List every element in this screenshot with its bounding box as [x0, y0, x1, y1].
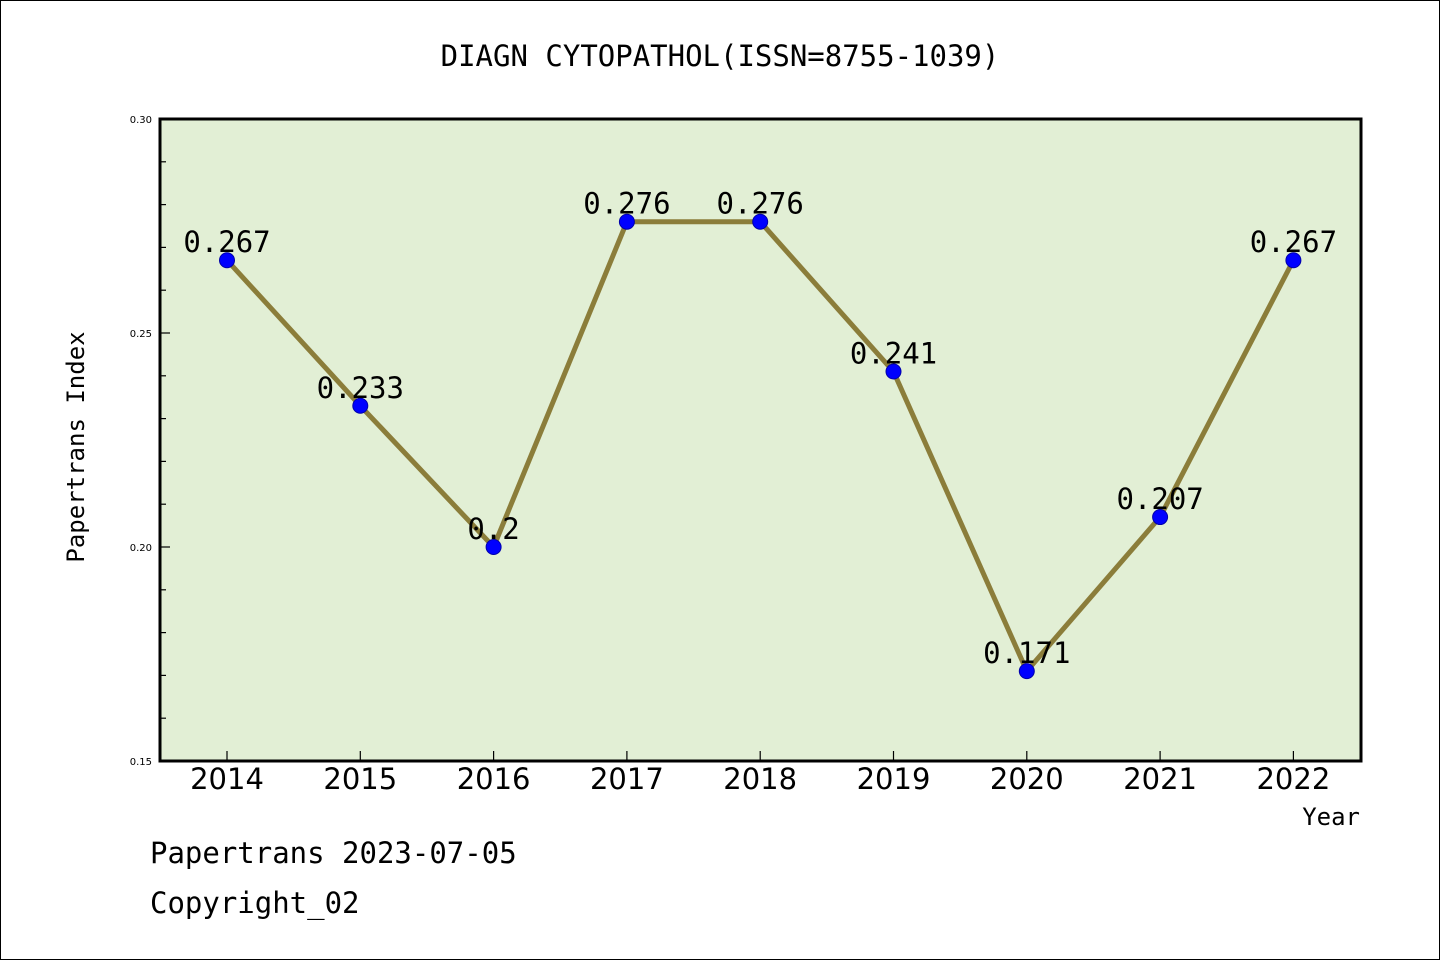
data-label: 0.207: [1116, 482, 1203, 516]
y-tick-label: 0.20: [130, 543, 152, 554]
x-tick-label: 2018: [723, 762, 797, 796]
x-axis-label: Year: [1302, 803, 1360, 831]
y-tick-label: 0.30: [130, 115, 152, 126]
data-point: [1152, 509, 1169, 526]
data-label: 0.267: [183, 225, 270, 259]
x-tick-label: 2022: [1256, 762, 1330, 796]
data-point: [885, 363, 902, 380]
data-point: [1018, 663, 1035, 680]
x-tick-label: 2015: [323, 762, 397, 796]
x-tick-label: 2021: [1123, 762, 1197, 796]
chart-title: DIAGN CYTOPATHOL(ISSN=8755-1039): [441, 39, 1000, 73]
data-label: 0.2: [467, 512, 519, 546]
y-tick-label: 0.25: [130, 329, 152, 340]
data-point: [485, 539, 502, 555]
x-tick-label: 2017: [590, 762, 664, 796]
data-label: 0.276: [717, 187, 804, 221]
data-label: 0.276: [583, 187, 670, 221]
x-tick-label: 2016: [457, 762, 531, 796]
data-points: [219, 213, 1302, 680]
y-axis: 0.15 0.20 0.25 0.30: [130, 115, 170, 768]
footer-date: Papertrans 2023-07-05: [150, 836, 517, 870]
data-point: [352, 397, 369, 414]
data-label: 0.241: [850, 337, 937, 371]
x-tick-label: 2019: [857, 762, 931, 796]
data-point: [1285, 252, 1302, 269]
x-tick-label: 2020: [990, 762, 1064, 796]
y-tick-label: 0.15: [130, 757, 152, 768]
data-point: [752, 213, 769, 230]
data-label: 0.233: [317, 371, 404, 405]
data-point: [618, 213, 635, 230]
data-label: 0.171: [983, 636, 1070, 670]
y-axis-label: Papertrans Index: [62, 331, 90, 562]
data-labels: 0.267 0.233 0.2 0.276 0.276 0.241 0.171 0.207 0.…: [183, 187, 1337, 670]
data-label: 0.267: [1250, 225, 1337, 259]
x-tick-label: 2014: [190, 762, 264, 796]
x-axis: 2014 2015 2016 2017 2018 2019 2020 2021 2022: [190, 751, 1330, 796]
footer-copyright: Copyright_02: [150, 886, 360, 920]
data-point: [219, 252, 235, 269]
